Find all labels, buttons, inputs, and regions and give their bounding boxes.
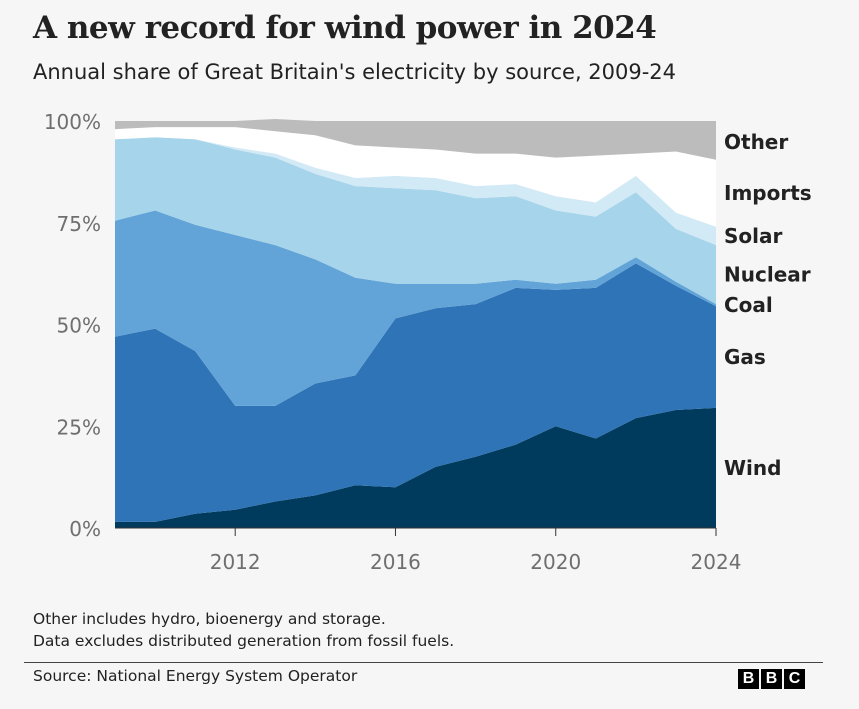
bbc-logo: B B C xyxy=(738,669,805,689)
area-nuclear xyxy=(115,137,716,305)
stacked-area-chart: 0% 25% 50% 75% 100% 2012 2016 2020 2024 Wind Gas Co… xyxy=(44,110,812,574)
bbc-logo-letter: B xyxy=(738,669,759,689)
bbc-logo-letter: C xyxy=(784,669,805,689)
series-label-wind: Wind xyxy=(724,456,781,480)
y-tick-label: 0% xyxy=(69,517,101,541)
bbc-logo-letter: B xyxy=(761,669,782,689)
note-data-exclusion: Data excludes distributed generation fro… xyxy=(33,632,455,650)
series-label-other: Other xyxy=(724,130,788,154)
x-tick-label: 2016 xyxy=(370,550,421,574)
x-tick-label: 2012 xyxy=(210,550,261,574)
series-label-coal: Coal xyxy=(724,293,773,317)
y-tick-label: 75% xyxy=(57,212,101,236)
x-tick-label: 2024 xyxy=(691,550,742,574)
series-label-solar: Solar xyxy=(724,224,782,248)
chart-title: A new record for wind power in 2024 xyxy=(33,10,657,46)
area-gas xyxy=(115,263,716,522)
chart-subtitle: Annual share of Great Britain's electric… xyxy=(33,60,677,84)
source-credit: Source: National Energy System Operator xyxy=(33,667,358,685)
series-label-gas: Gas xyxy=(724,345,766,369)
area-wind xyxy=(115,407,716,528)
footer-divider xyxy=(24,662,823,663)
y-tick-label: 25% xyxy=(57,415,101,439)
area-other xyxy=(115,119,716,160)
series-label-imports: Imports xyxy=(724,181,812,205)
area-imports xyxy=(115,127,716,227)
area-coal xyxy=(115,210,716,406)
series-label-nuclear: Nuclear xyxy=(724,263,811,287)
y-tick-label: 100% xyxy=(44,110,101,134)
y-tick-label: 50% xyxy=(57,314,101,338)
chart-notes: Other includes hydro, bioenergy and stor… xyxy=(33,608,454,652)
note-other-definition: Other includes hydro, bioenergy and stor… xyxy=(33,610,386,628)
x-tick-label: 2020 xyxy=(530,550,581,574)
